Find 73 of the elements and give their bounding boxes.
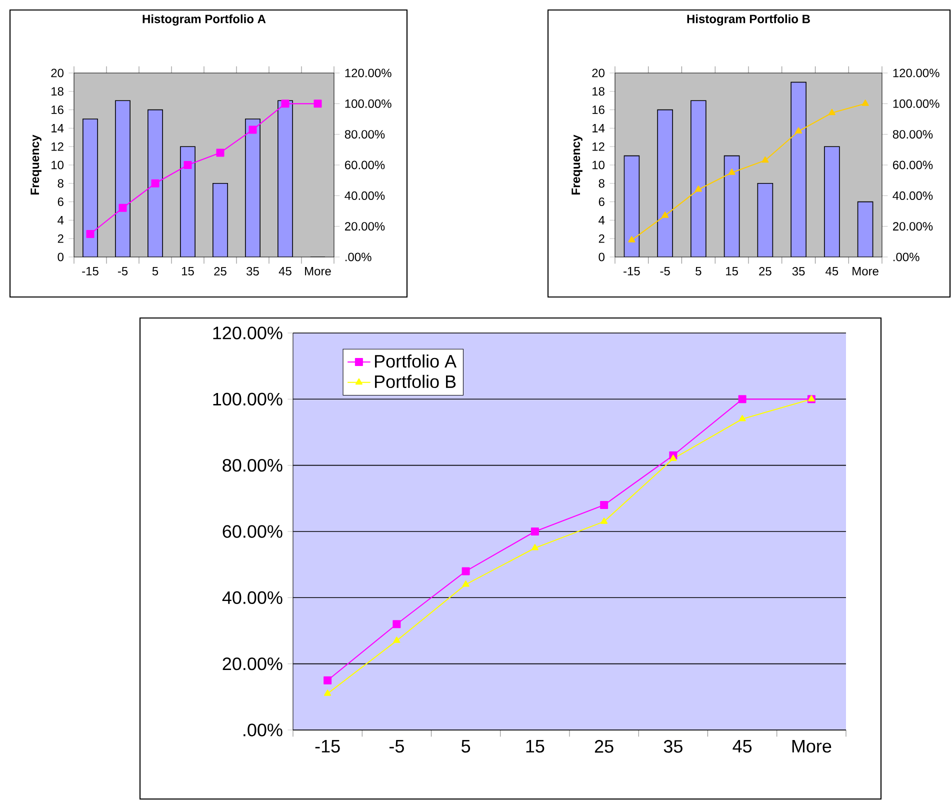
y-tick-label: 16 xyxy=(52,106,64,114)
y-tick-label: 60.00% xyxy=(222,525,282,538)
x-tick-label: -5 xyxy=(389,740,404,753)
y-tick-label: 6 xyxy=(58,198,64,206)
y-tick-label: 80.00% xyxy=(222,458,282,472)
x-tick-label: -5 xyxy=(660,267,670,276)
x-tick-label: -15 xyxy=(82,267,98,276)
y2-tick-label: 80.00% xyxy=(344,130,385,139)
y-tick-label: 20 xyxy=(51,68,64,78)
x-tick-label: 45 xyxy=(278,267,292,276)
y2-tick-label: .00% xyxy=(893,252,920,262)
x-tick-label: 45 xyxy=(826,267,838,276)
x-tick-label: 45 xyxy=(732,740,752,753)
x-tick-label: 35 xyxy=(664,740,682,753)
y-tick-label: 12 xyxy=(52,142,64,151)
y2-tick-label: 80.00% xyxy=(892,130,933,139)
y-tick-label: 4 xyxy=(598,216,605,224)
x-tick-label: -5 xyxy=(118,267,128,276)
x-tick-label: 35 xyxy=(792,267,805,276)
x-tick-label: 25 xyxy=(759,267,772,276)
chart-title: Histogram Portfolio B xyxy=(687,14,810,26)
y2-tick-label: 60.00% xyxy=(893,160,933,170)
y-tick-label: 2 xyxy=(598,234,604,243)
y2-tick-label: 40.00% xyxy=(344,191,385,200)
y-axis-title: Frequency xyxy=(572,134,582,195)
x-tick-label: -15 xyxy=(624,267,640,276)
y-tick-label: 6 xyxy=(598,198,604,206)
y2-tick-label: 120.00% xyxy=(345,68,392,78)
x-tick-label: More xyxy=(305,267,331,276)
y-tick-label: 10 xyxy=(52,160,64,170)
y2-tick-label: 40.00% xyxy=(892,191,933,200)
y-tick-label: 0 xyxy=(598,252,604,262)
x-tick-label: 15 xyxy=(182,267,194,276)
y-tick-label: 14 xyxy=(52,124,64,132)
y2-tick-label: 20.00% xyxy=(893,222,933,231)
x-tick-label: 5 xyxy=(696,267,702,276)
y2-tick-label: 20.00% xyxy=(345,222,385,231)
y-tick-label: 20 xyxy=(592,68,604,78)
x-tick-label: 5 xyxy=(462,740,470,753)
y2-tick-label: 100.00% xyxy=(345,99,392,108)
y-tick-label: 12 xyxy=(592,142,604,151)
y-tick-label: 120.00% xyxy=(213,326,282,340)
x-tick-label: 15 xyxy=(526,740,544,753)
legend-label: Portfolio B xyxy=(375,374,456,388)
x-tick-label: 5 xyxy=(152,267,158,276)
y-tick-label: .00% xyxy=(244,724,282,736)
x-tick-label: 35 xyxy=(246,267,259,276)
x-tick-label: More xyxy=(792,740,832,753)
y-tick-label: 20.00% xyxy=(222,657,282,670)
y-tick-label: 16 xyxy=(592,106,604,114)
chart-title: Histogram Portfolio A xyxy=(142,14,266,26)
y-tick-label: 18 xyxy=(592,87,604,96)
x-tick-label: 25 xyxy=(594,740,614,753)
y2-tick-label: 100.00% xyxy=(893,99,940,108)
x-tick-label: More xyxy=(852,267,878,276)
y-tick-label: 0 xyxy=(58,252,64,262)
x-tick-label: 25 xyxy=(214,267,226,276)
y-axis-title: Frequency xyxy=(30,134,42,195)
y-tick-label: 8 xyxy=(58,179,64,188)
y2-tick-label: 120.00% xyxy=(893,68,940,78)
y-tick-label: 40.00% xyxy=(222,591,282,604)
y-tick-label: 2 xyxy=(58,234,64,243)
y-tick-label: 100.00% xyxy=(213,392,282,406)
y2-tick-label: 60.00% xyxy=(345,160,385,170)
y-tick-label: 14 xyxy=(592,124,605,132)
x-tick-label: -15 xyxy=(315,740,340,753)
y-tick-label: 10 xyxy=(592,160,604,170)
y-tick-label: 18 xyxy=(52,87,64,96)
y2-tick-label: .00% xyxy=(345,252,372,262)
x-tick-label: 15 xyxy=(726,267,738,276)
legend-label: Portfolio A xyxy=(375,354,457,368)
y-tick-label: 8 xyxy=(598,179,604,188)
y-tick-label: 4 xyxy=(58,216,64,224)
